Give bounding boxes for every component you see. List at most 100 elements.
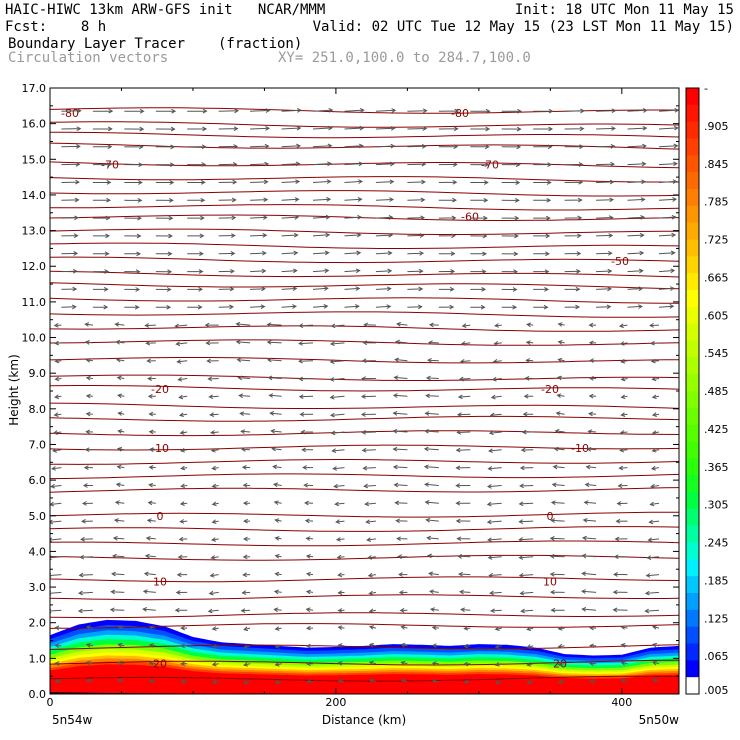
y-tick-label: 5.0 — [29, 510, 47, 523]
wind-vector — [392, 446, 408, 452]
wind-vector — [459, 358, 471, 364]
wind-vector — [438, 286, 455, 292]
wind-vector — [564, 179, 584, 185]
wind-vector — [581, 553, 597, 559]
y-axis-label: Height (km) — [7, 354, 21, 425]
wind-vector — [554, 428, 565, 434]
wind-vector — [344, 161, 364, 167]
field-units: (fraction) — [218, 36, 303, 52]
wind-vector — [54, 643, 62, 649]
wind-vector — [85, 393, 93, 399]
isotherm-label: -80 — [61, 107, 79, 120]
wind-vector — [427, 553, 439, 559]
wind-vector — [588, 340, 597, 346]
wind-vector — [392, 411, 408, 416]
wind-vector — [617, 483, 628, 489]
wind-vector — [463, 679, 471, 685]
wind-vector — [267, 375, 282, 381]
wind-vector — [61, 197, 80, 203]
wind-vector — [50, 590, 62, 596]
wind-vector — [596, 179, 615, 185]
wind-vector — [494, 679, 502, 685]
wind-vector — [148, 660, 156, 666]
wind-vector — [179, 448, 188, 453]
wind-vector — [84, 322, 93, 327]
colorbar: - .905 .845 .785 .725 .665 .605 .545 .485 .425 .36… — [685, 82, 729, 697]
wind-vector — [470, 108, 491, 114]
wind-vector — [330, 323, 345, 329]
wind-vector — [312, 125, 333, 131]
wind-vector — [85, 660, 94, 666]
wind-vector — [243, 518, 251, 524]
wind-vector — [587, 429, 597, 434]
wind-vector — [649, 501, 660, 507]
y-tick-label: 3.0 — [29, 581, 47, 594]
wind-vector — [281, 143, 302, 149]
wind-vector — [61, 179, 80, 185]
wind-vector — [111, 571, 125, 577]
wind-vector — [627, 304, 643, 309]
wind-vector — [337, 643, 345, 648]
wind-vector — [92, 286, 109, 292]
wind-vector — [92, 251, 110, 257]
wind-vector — [649, 322, 660, 328]
wind-vector — [501, 126, 522, 132]
wind-vector — [501, 144, 522, 150]
wind-vector — [588, 376, 597, 381]
wind-vector — [329, 341, 345, 347]
colorbar-swatch — [686, 357, 699, 375]
wind-vector — [92, 126, 113, 132]
wind-vector — [312, 197, 332, 202]
wind-vector — [651, 430, 660, 435]
y-tick-label: 16.0 — [22, 118, 47, 131]
wind-vector — [312, 232, 331, 238]
wind-vector — [596, 161, 616, 167]
wind-vector — [658, 161, 678, 167]
wind-vector — [242, 482, 251, 488]
wind-vector — [551, 482, 565, 488]
colorbar-swatch — [686, 643, 699, 661]
y-tick-label: 17.0 — [22, 82, 47, 95]
wind-vector — [581, 571, 597, 577]
colorbar-swatch — [686, 88, 699, 106]
wind-vector — [518, 519, 534, 525]
wind-vector — [501, 304, 518, 310]
wind-vector — [178, 412, 188, 418]
wind-vector — [501, 162, 521, 168]
wind-vector — [489, 590, 502, 596]
isotherm-line — [50, 131, 679, 139]
wind-vector — [549, 589, 565, 595]
wind-vector — [651, 642, 660, 648]
colorbar-swatch — [686, 256, 699, 274]
colorbar-swatch — [686, 609, 699, 628]
colorbar-swatch — [686, 626, 699, 645]
wind-vector — [281, 286, 298, 292]
wind-vector — [393, 375, 408, 381]
wind-vector — [305, 625, 314, 631]
wind-vector — [303, 482, 314, 488]
wind-vector — [329, 377, 345, 382]
x-tick-label: 0 — [47, 696, 54, 709]
wind-vector — [92, 269, 110, 274]
wind-vector — [266, 357, 282, 363]
colorbar-label: .065 — [704, 650, 729, 663]
colorbar-swatch — [686, 559, 699, 577]
wind-vector — [586, 446, 597, 452]
wind-vector — [344, 232, 362, 238]
y-tick-label: 9.0 — [29, 367, 47, 380]
isotherm-line — [50, 576, 679, 583]
wind-vector — [493, 340, 502, 346]
wind-vector — [486, 501, 502, 507]
wind-vector — [552, 464, 565, 470]
wind-vector — [178, 536, 188, 542]
isotherm-line — [50, 297, 679, 304]
wind-vector — [620, 678, 628, 684]
colorbar-swatch — [686, 492, 699, 510]
wind-vector — [613, 572, 628, 577]
wind-vector — [208, 394, 219, 400]
wind-vector — [124, 304, 140, 310]
wind-vector — [367, 555, 376, 560]
wind-vector — [456, 429, 471, 435]
wind-vector — [237, 375, 251, 381]
isotherm-line — [50, 612, 679, 619]
